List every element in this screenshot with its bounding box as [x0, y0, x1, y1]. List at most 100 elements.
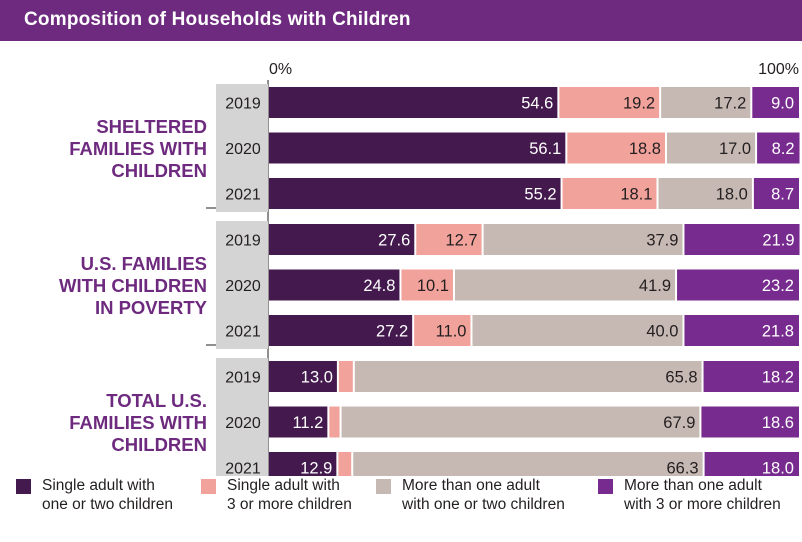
- bar-segment: [269, 406, 329, 438]
- year-label: 2021: [225, 461, 261, 477]
- bar-segment: [269, 361, 338, 392]
- bar-segment: [683, 315, 799, 346]
- bar-segment: [400, 269, 454, 301]
- bar-segment: [413, 315, 472, 346]
- bar-segment: [657, 178, 753, 209]
- segment-divider: [336, 452, 339, 476]
- data-label: 9.0: [771, 95, 794, 113]
- segment-divider: [412, 315, 415, 346]
- bar-segment: [561, 178, 658, 209]
- legend-label-line: with 3 or more children: [624, 496, 781, 513]
- bar-segment: [702, 361, 799, 392]
- year-label: 2020: [225, 278, 261, 295]
- legend-label-line: with one or two children: [402, 496, 565, 513]
- segment-divider: [336, 361, 339, 392]
- data-label: 8.7: [771, 186, 794, 204]
- data-label: 66.3: [666, 460, 698, 477]
- bar-segment: [700, 406, 799, 438]
- bar-segment: [683, 224, 800, 255]
- segment-divider: [560, 178, 563, 209]
- data-label: 13.0: [301, 369, 333, 387]
- year-label: 2020: [225, 415, 261, 432]
- legend-label-line: 3 or more children: [227, 496, 352, 513]
- segment-divider: [682, 224, 685, 255]
- legend-label-line: Single adult with: [42, 477, 155, 494]
- bar-segment: [756, 132, 800, 164]
- segment-divider: [352, 361, 355, 392]
- bar-segment: [751, 87, 799, 118]
- segment-divider: [750, 87, 753, 118]
- data-label: 21.9: [762, 232, 794, 250]
- segment-divider: [327, 406, 330, 438]
- legend-label: More than one adult with one or two child…: [402, 476, 592, 514]
- data-label: 67.9: [663, 414, 695, 432]
- segment-divider: [751, 178, 754, 209]
- data-label: 18.1: [620, 186, 652, 204]
- data-label: 11.2: [292, 414, 323, 432]
- year-column-bg: [216, 221, 268, 349]
- year-label: 2021: [225, 324, 261, 341]
- data-label: 56.1: [529, 140, 561, 158]
- legend-label: More than one adult with 3 or more childr…: [624, 476, 802, 514]
- bar-segment: [453, 269, 677, 301]
- bar-segment: [269, 269, 401, 301]
- segment-divider: [664, 132, 667, 164]
- data-label: 17.0: [719, 140, 751, 158]
- group-label-line: IN POVERTY: [95, 297, 208, 318]
- year-label: 2021: [225, 187, 261, 204]
- data-label: 21.8: [762, 323, 794, 341]
- bar-segment: [566, 132, 666, 164]
- segment-divider: [339, 406, 342, 438]
- segment-divider: [675, 269, 678, 301]
- legend-swatch: [376, 479, 391, 494]
- data-label: 12.9: [300, 460, 332, 477]
- segment-divider: [481, 224, 484, 255]
- bar-segment: [269, 87, 559, 118]
- segment-divider: [414, 224, 417, 255]
- year-column-bg: [216, 358, 268, 476]
- year-label: 2019: [225, 233, 261, 250]
- segment-divider: [557, 87, 560, 118]
- bar-segment: [269, 452, 338, 476]
- bar-segment: [337, 361, 354, 392]
- bar-segment: [752, 178, 799, 209]
- bar-segment: [269, 178, 562, 209]
- segment-divider: [699, 406, 702, 438]
- segment-divider: [659, 87, 662, 118]
- data-label: 18.0: [716, 186, 748, 204]
- bar-segment: [269, 132, 567, 164]
- segment-divider: [701, 361, 704, 392]
- group-label-line: FAMILIES WITH: [69, 138, 207, 159]
- year-label: 2019: [225, 370, 261, 387]
- data-label: 10.1: [417, 277, 449, 295]
- bar-segment: [328, 406, 341, 438]
- data-label: 11.0: [436, 323, 467, 341]
- bar-segment: [482, 224, 684, 255]
- chart-title: Composition of Households with Children: [24, 9, 411, 30]
- data-label: 19.2: [623, 95, 655, 113]
- data-label: 18.6: [762, 414, 794, 432]
- legend: Single adult with one or two children Sing…: [0, 476, 802, 542]
- data-label: 18.2: [762, 369, 794, 387]
- group-label-line: CHILDREN: [111, 434, 207, 455]
- data-label: 54.6: [521, 95, 553, 113]
- legend-label-line: one or two children: [42, 496, 173, 513]
- bar-segment: [340, 406, 701, 438]
- data-label: 24.8: [363, 277, 395, 295]
- group-label-line: FAMILIES WITH: [69, 412, 207, 433]
- data-label: 12.7: [445, 232, 477, 250]
- legend-label-line: More than one adult: [402, 477, 540, 494]
- bar-segment: [676, 269, 799, 301]
- data-label: 18.8: [629, 140, 661, 158]
- segment-divider: [656, 178, 659, 209]
- bar-segment: [415, 224, 483, 255]
- group-label-line: WITH CHILDREN: [59, 275, 207, 296]
- legend-label-line: More than one adult: [624, 477, 762, 494]
- bar-segment: [660, 87, 752, 118]
- group-label-line: SHELTERED: [96, 116, 207, 137]
- segment-divider: [351, 452, 354, 476]
- bar-segment: [352, 452, 704, 476]
- bar-segment: [471, 315, 684, 346]
- year-label: 2020: [225, 141, 261, 158]
